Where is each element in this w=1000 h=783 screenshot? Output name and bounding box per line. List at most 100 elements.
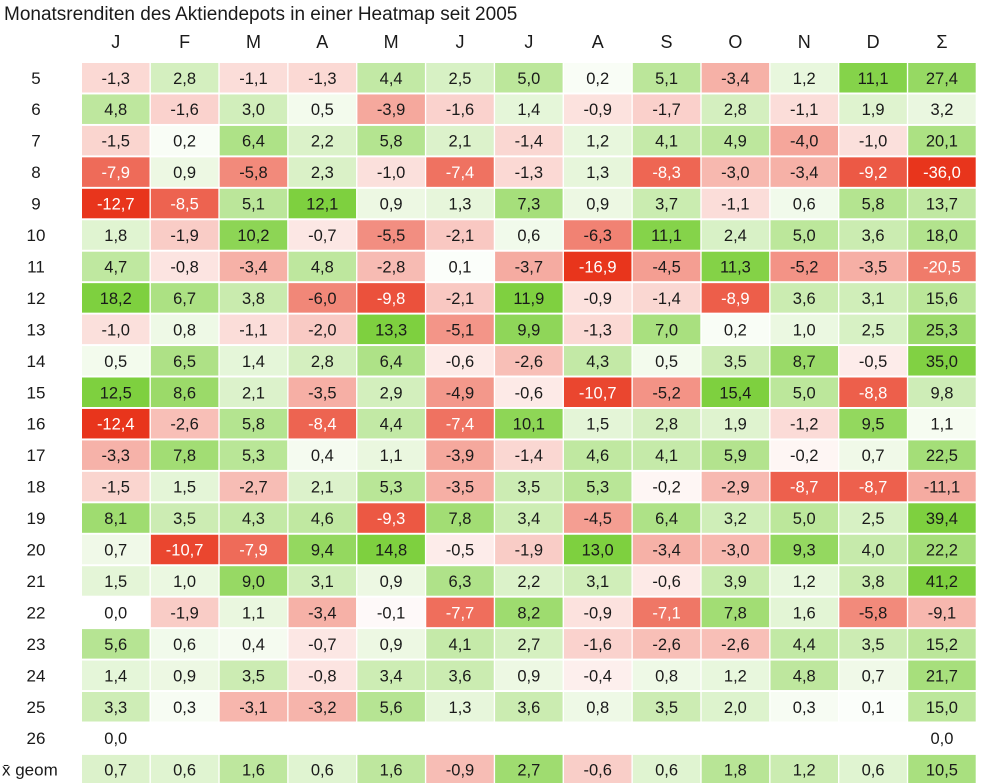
cell-value: 1,6 xyxy=(793,604,816,622)
cell-value: 0,3 xyxy=(173,699,196,717)
cell-value: -3,5 xyxy=(308,384,336,402)
heatmap-cell xyxy=(219,188,288,219)
cell-value: 25,3 xyxy=(926,321,958,339)
heatmap-cell xyxy=(563,346,632,376)
chart-title: Monatsrenditen des Aktiendepots in einer… xyxy=(4,4,518,25)
cell-value: 27,4 xyxy=(926,70,958,88)
cell-value: 3,9 xyxy=(724,573,747,591)
heatmap-cell xyxy=(632,125,701,156)
heatmap-cell xyxy=(770,346,838,376)
heatmap-cell xyxy=(288,251,357,282)
heatmap-cell xyxy=(839,566,907,596)
cell-value: -0,4 xyxy=(583,667,611,685)
heatmap-cell xyxy=(82,220,150,250)
cell-value: 39,4 xyxy=(926,510,958,528)
cell-value: -0,8 xyxy=(170,258,198,276)
heatmap-cell xyxy=(150,314,219,345)
cell-value: -1,4 xyxy=(515,447,543,465)
heatmap-cell xyxy=(82,283,150,313)
cell-value: 13,7 xyxy=(926,196,958,214)
cell-value: -3,4 xyxy=(239,258,267,276)
cell-value: 2,8 xyxy=(655,416,678,434)
cell-value: 0,9 xyxy=(380,636,403,654)
cell-value: 3,4 xyxy=(380,667,403,685)
row-label: 17 xyxy=(27,446,46,465)
heatmap-cell xyxy=(426,597,494,628)
heatmap-cell xyxy=(770,283,838,313)
cell-value: 1,1 xyxy=(930,416,953,434)
total-cell xyxy=(908,503,976,533)
cell-value: -2,6 xyxy=(721,636,749,654)
row-label: 15 xyxy=(27,383,46,402)
heatmap-cell xyxy=(495,566,563,596)
cell-value: -5,8 xyxy=(239,164,267,182)
cell-value: 2,3 xyxy=(311,164,334,182)
cell-value: 5,1 xyxy=(242,196,265,214)
cell-value: 3,6 xyxy=(862,227,885,245)
cell-value: -2,6 xyxy=(170,416,198,434)
heatmap-cell xyxy=(426,346,494,376)
cell-value: -0,5 xyxy=(446,542,474,560)
cell-value: -16,9 xyxy=(579,258,617,276)
cell-value: -1,4 xyxy=(652,290,680,308)
cell-value: 9,5 xyxy=(862,416,885,434)
cell-value: 2,8 xyxy=(724,101,747,119)
heatmap-cell xyxy=(632,692,701,722)
cell-value: 10,2 xyxy=(237,227,269,245)
heatmap-cell xyxy=(82,534,150,565)
cell-value: 3,1 xyxy=(311,573,334,591)
cell-value: 1,0 xyxy=(793,321,816,339)
cell-value: 8,2 xyxy=(517,604,540,622)
heatmap-cell xyxy=(632,408,701,439)
cell-value: 8,7 xyxy=(793,353,816,371)
cell-value: 4,0 xyxy=(862,542,885,560)
cell-value: -0,2 xyxy=(790,447,818,465)
cell-value: 4,9 xyxy=(724,133,747,151)
heatmap-cell xyxy=(219,94,288,124)
heatmap-cell xyxy=(357,471,425,502)
cell-value: -1,6 xyxy=(583,636,611,654)
heatmap-cell xyxy=(426,629,494,659)
cell-value: 3,5 xyxy=(862,636,885,654)
cell-value: 0,7 xyxy=(862,447,885,465)
cell-value: 1,8 xyxy=(104,227,127,245)
column-header: J xyxy=(111,32,120,52)
heatmap-cell xyxy=(82,94,150,124)
heatmap-cell xyxy=(357,566,425,596)
heatmap-cell xyxy=(632,503,701,533)
cell-value: -6,3 xyxy=(583,227,611,245)
heatmap-cell xyxy=(357,534,425,565)
row-label: 14 xyxy=(27,352,46,371)
cell-value: 4,1 xyxy=(655,133,678,151)
heatmap-cell xyxy=(632,220,701,250)
row-label: 7 xyxy=(31,132,40,151)
heatmap-cell xyxy=(839,188,907,219)
cell-value: 5,0 xyxy=(793,227,816,245)
cell-value: 6,7 xyxy=(173,290,196,308)
cell-value: 4,7 xyxy=(104,258,127,276)
cell-value: 1,5 xyxy=(173,479,196,497)
cell-value: 0,5 xyxy=(655,353,678,371)
cell-value: 18,2 xyxy=(100,290,132,308)
cell-value: 2,5 xyxy=(862,510,885,528)
row-label: 20 xyxy=(27,541,46,560)
row-label: 26 xyxy=(27,729,46,748)
heatmap-cell xyxy=(219,660,288,691)
heatmap-cell xyxy=(701,566,770,596)
heatmap-cell xyxy=(426,188,494,219)
heatmap-cell xyxy=(839,629,907,659)
cell-value: -0,5 xyxy=(859,353,887,371)
heatmap-cell xyxy=(839,597,907,628)
heatmap-cell xyxy=(82,251,150,282)
cell-value: 2,8 xyxy=(173,70,196,88)
heatmap-cell xyxy=(495,660,563,691)
heatmap-cell xyxy=(632,597,701,628)
heatmap-cell xyxy=(357,94,425,124)
cell-value: 1,1 xyxy=(242,604,265,622)
heatmap-cell xyxy=(357,157,425,187)
heatmap-cell xyxy=(495,408,563,439)
cell-value: 22,2 xyxy=(926,542,958,560)
cell-value: 4,8 xyxy=(311,258,334,276)
row-label: x̄ geom xyxy=(2,761,58,780)
geomean-cell xyxy=(150,754,219,783)
